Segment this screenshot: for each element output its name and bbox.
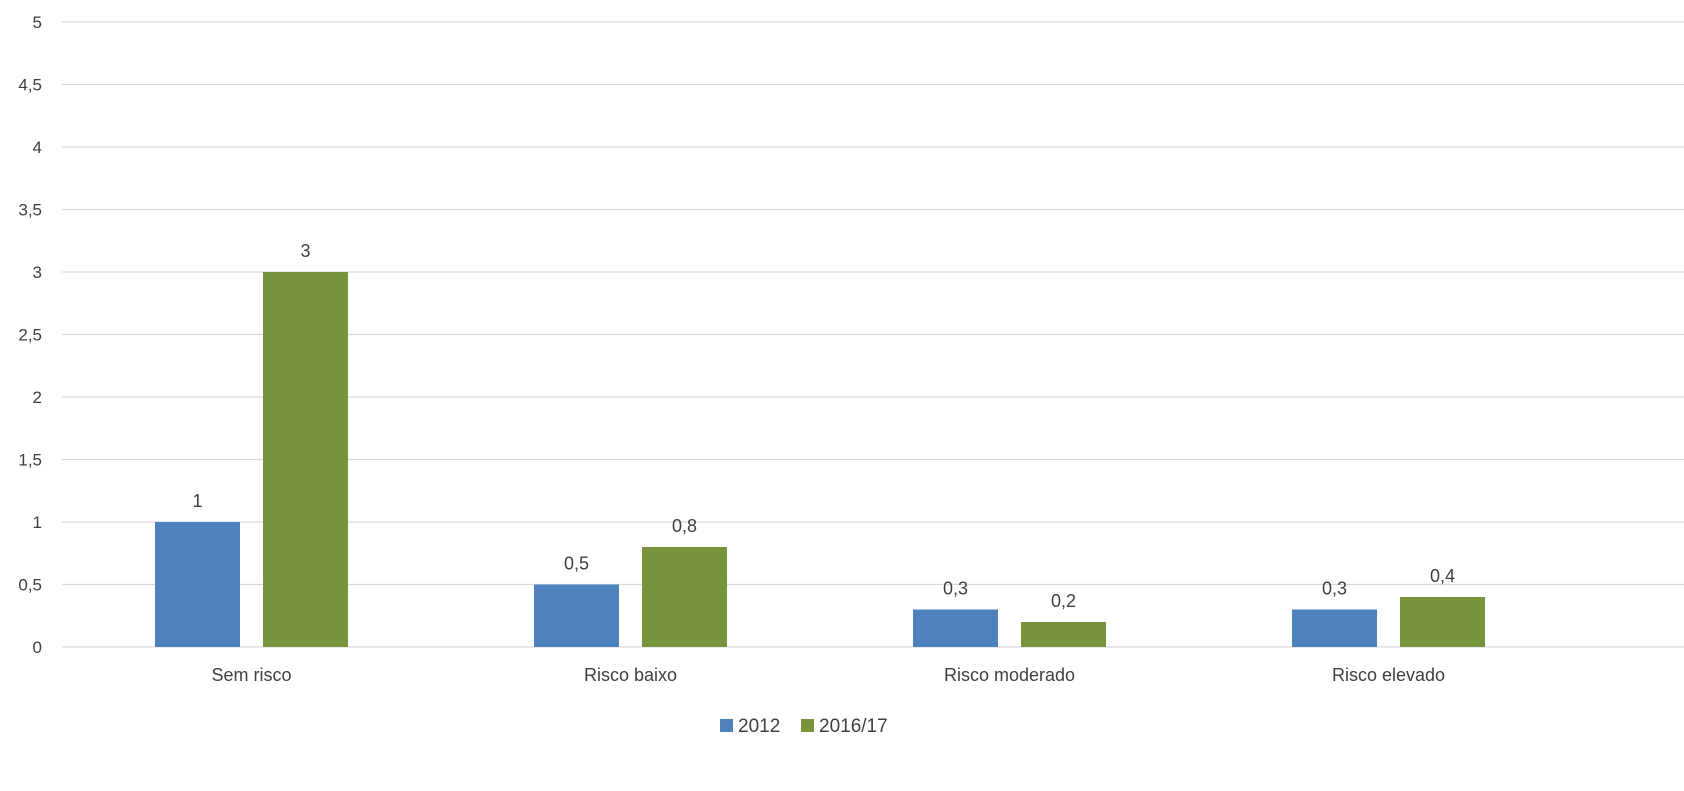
bars xyxy=(155,272,1485,647)
bar-2016-17-sem-risco xyxy=(263,272,348,647)
y-tick-label: 5 xyxy=(33,13,42,32)
category-label: Risco elevado xyxy=(1332,665,1445,685)
x-axis: Sem risco Risco baixo Risco moderado Risco … xyxy=(211,665,1445,685)
data-label: 0,3 xyxy=(943,579,968,599)
bar-2012-risco-elevado xyxy=(1292,609,1377,647)
y-tick-label: 2,5 xyxy=(18,326,42,345)
bar-2012-risco-baixo xyxy=(534,584,619,647)
data-label: 1 xyxy=(192,491,202,511)
bar-2016-17-risco-baixo xyxy=(642,547,727,647)
legend-label: 2012 xyxy=(738,716,780,737)
y-tick-label: 0 xyxy=(33,638,42,657)
data-label: 0,2 xyxy=(1051,591,1076,611)
y-axis: 0 0,5 1 1,5 2 2,5 3 3,5 4 4,5 5 xyxy=(18,13,42,657)
y-tick-label: 3,5 xyxy=(18,201,42,220)
y-tick-label: 1 xyxy=(33,513,42,532)
data-label: 0,8 xyxy=(672,516,697,536)
bar-2016-17-risco-moderado xyxy=(1021,622,1106,647)
data-label: 3 xyxy=(300,241,310,261)
bar-2016-17-risco-elevado xyxy=(1400,597,1485,647)
legend-swatch xyxy=(801,719,814,732)
y-tick-label: 4 xyxy=(33,138,42,157)
y-tick-label: 3 xyxy=(33,263,42,282)
category-label: Sem risco xyxy=(211,665,291,685)
y-tick-label: 1,5 xyxy=(18,451,42,470)
data-label: 0,5 xyxy=(564,554,589,574)
bar-2012-risco-moderado xyxy=(913,609,998,647)
data-labels: 1 3 0,5 0,8 0,3 0,2 0,3 0,4 xyxy=(192,241,1455,611)
category-label: Risco baixo xyxy=(584,665,677,685)
bar-2012-sem-risco xyxy=(155,522,240,647)
y-tick-label: 2 xyxy=(33,388,42,407)
legend: 2012 2016/17 xyxy=(720,716,888,737)
legend-label: 2016/17 xyxy=(819,716,888,737)
y-tick-label: 0,5 xyxy=(18,576,42,595)
legend-swatch xyxy=(720,719,733,732)
y-tick-label: 4,5 xyxy=(18,76,42,95)
data-label: 0,3 xyxy=(1322,579,1347,599)
data-label: 0,4 xyxy=(1430,566,1455,586)
category-label: Risco moderado xyxy=(944,665,1075,685)
